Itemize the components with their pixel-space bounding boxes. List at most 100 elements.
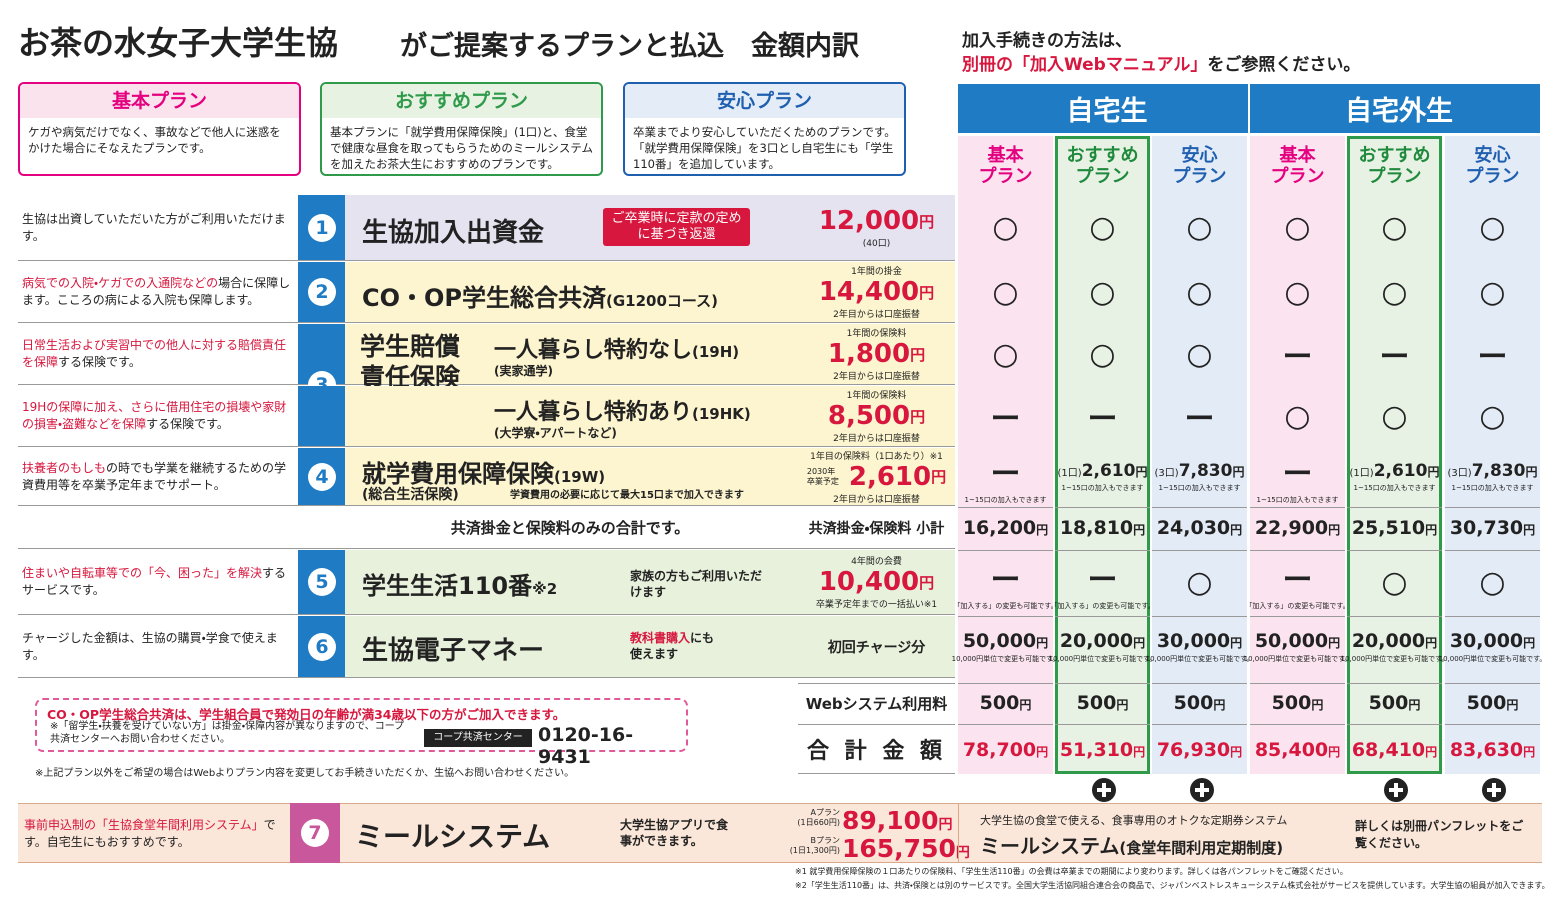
cell-main: 500 <box>979 692 1020 714</box>
cell: (1口) 2,610 円 1~15口の加入もできます <box>1347 448 1442 505</box>
cell-main-line: ○ <box>1089 210 1115 245</box>
cell-main: ○ <box>1089 274 1116 310</box>
cell-note: 1~15口の加入もできます <box>1158 483 1241 492</box>
row-desc: 病気での入院・ケガでの入通院などの場合に保障します。こころの病による入院も保障し… <box>22 266 294 318</box>
price-bottom: 2年目からは口座振替 <box>833 372 920 382</box>
plan-top: 基本 <box>1279 145 1316 166</box>
row-rule <box>18 614 955 615</box>
cell-main: ○ <box>1284 398 1311 434</box>
cell-main-line: 50,000 円 <box>963 630 1048 652</box>
row-rule <box>18 322 955 323</box>
meal-option-detail: (1日660円) <box>797 818 840 827</box>
cell-unit: 円 <box>1328 636 1341 650</box>
cell: ー <box>1250 324 1345 384</box>
cell-unit: 円 <box>1525 464 1538 479</box>
text-part: 19Hの保障に加え、さらに借用住宅の損壊や家財の損害・盗難などを保障 <box>22 400 287 431</box>
cell-unit: 円 <box>1328 523 1341 537</box>
cell: ○ <box>1445 550 1540 614</box>
cell-main-line: 20,000 円 <box>1352 630 1437 652</box>
cell-unit: 円 <box>1425 523 1438 537</box>
cell-main-line: 68,410 円 <box>1352 739 1437 761</box>
cell-main-line: (1口) 2,610 円 <box>1058 461 1148 481</box>
row-number: 2 <box>308 278 336 306</box>
row-desc-text: チャージした金額は、生協の購買・学食で使えます。 <box>22 630 294 664</box>
row-desc: 生協は出資していただいた方がご利用いただけます。 <box>22 199 294 256</box>
cell-note: 「加入する」の変更も可能です。 <box>1050 601 1155 610</box>
cell-main: ー <box>1379 340 1410 375</box>
cell-main: ○ <box>1089 210 1116 245</box>
cell-main: ー <box>990 402 1021 437</box>
price-line: 12,000 円 <box>819 206 934 236</box>
cell-main: 2,610 <box>1081 460 1136 481</box>
cell-main: 78,700 <box>962 738 1037 761</box>
cell-main-line: 500 円 <box>1272 692 1324 714</box>
cell-main-line: ー <box>1380 332 1410 376</box>
cell-main: 68,410 <box>1351 738 1426 761</box>
cell-main: 30,000 <box>1449 630 1524 652</box>
cell-main: ー <box>1184 402 1215 437</box>
cell-main-line: ○ <box>1381 399 1407 434</box>
meal-info-name: ミールシステム <box>980 834 1120 858</box>
meal-option-name: Aプラン <box>810 808 840 817</box>
guide-1: 加入手続きの方法は、 <box>962 31 1132 51</box>
row-area <box>345 386 955 446</box>
cell-note: 10,000円単位で変更も可能です。 <box>951 655 1060 663</box>
plan-column <box>1152 136 1247 774</box>
cell-unit: 円 <box>1133 523 1146 537</box>
cell: ○ <box>1445 195 1540 260</box>
cell: 50,000 円 10,000円単位で変更も可能です。 <box>952 616 1059 677</box>
cell-main: 500 <box>1466 692 1507 714</box>
price-line: 1,800 円 <box>828 339 925 369</box>
cell-main: ○ <box>992 336 1019 372</box>
plan-column <box>958 136 1053 774</box>
meal-row <box>18 803 1542 863</box>
cell: ○ <box>1250 262 1345 322</box>
text-part: の時でも学業を継続するための学資費用等を卒業予定年までサポート。 <box>22 460 287 492</box>
cell-main: ー <box>1282 340 1313 375</box>
cell-main-line: ○ <box>1381 275 1407 310</box>
price-block: 1年間の保険料 8,500 円 2年目からは口座振替 <box>798 386 955 446</box>
cell: ○ <box>958 324 1053 384</box>
cell-main: 500 <box>1368 692 1409 714</box>
cell-main-line: ー <box>1478 332 1508 376</box>
plan-top: おすすめ <box>1358 145 1431 166</box>
row-desc: 扶養者のもしもの時でも学業を継続するための学資費用等を卒業予定年までサポート。 <box>22 452 294 501</box>
cell: 68,410 円 <box>1347 724 1442 774</box>
row-desc: 住まいや自転車等での「今、困った」を解決するサービスです。 <box>22 554 294 610</box>
cell-main-line: 500 円 <box>1174 692 1226 714</box>
cell-main-line: ○ <box>1186 275 1212 310</box>
cell-main: ○ <box>992 210 1019 245</box>
price-block: 1年間の掛金 14,400 円 2年目からは口座振替 <box>798 262 955 322</box>
row-area <box>345 448 955 505</box>
cell-main-line: (3口) 7,830 円 <box>1155 461 1245 481</box>
text-part: 事前申込制の「生協食堂年間利用システム」 <box>24 818 264 832</box>
cell: 16,200 円 <box>958 507 1053 548</box>
cell-main: 500 <box>1271 692 1312 714</box>
price-prefix: 2030年卒業予定 <box>806 466 839 486</box>
row-badge: ご卒業時に定款の定めに基づき返還 <box>603 208 750 246</box>
cell: 30,000 円 10,000円単位で変更も可能です。 <box>1146 616 1253 677</box>
cell: (1口) 2,610 円 1~15口の加入もできます <box>1055 448 1150 505</box>
cell-main: 25,510 <box>1351 517 1426 539</box>
cell-main: ○ <box>1284 210 1311 245</box>
cell: 30,730 円 <box>1445 507 1540 548</box>
price-amount: 8,500 <box>827 401 911 431</box>
cell-note: 「加入する」の変更も可能です。 <box>953 601 1058 610</box>
text-part: する保険です。 <box>58 355 141 369</box>
meal-option-unit: 円 <box>938 817 953 833</box>
cell-main: ○ <box>1479 398 1506 434</box>
cell-main-line: ー <box>1088 394 1118 438</box>
cell-main-line: ー <box>1283 332 1313 376</box>
cell-main-line: ○ <box>1186 565 1212 600</box>
cell-main-line: ー <box>1283 449 1313 493</box>
row-code: (19W) <box>554 468 606 486</box>
meal-info-line: ミールシステム(食堂年間利用定期制度) <box>980 830 1340 858</box>
cell-main-line: (3口) 7,830 円 <box>1448 461 1538 481</box>
plan-column-header: おすすめ プラン <box>1055 138 1150 194</box>
row-area <box>345 616 955 677</box>
cell-main-line: 76,930 円 <box>1157 739 1242 761</box>
row-area <box>345 550 955 614</box>
guide-2: 別冊の「加入Webマニュアル」をご参照ください。 <box>962 50 1522 75</box>
text-part: チャージした金額は、生協の購買・学食で使えます。 <box>22 630 278 662</box>
